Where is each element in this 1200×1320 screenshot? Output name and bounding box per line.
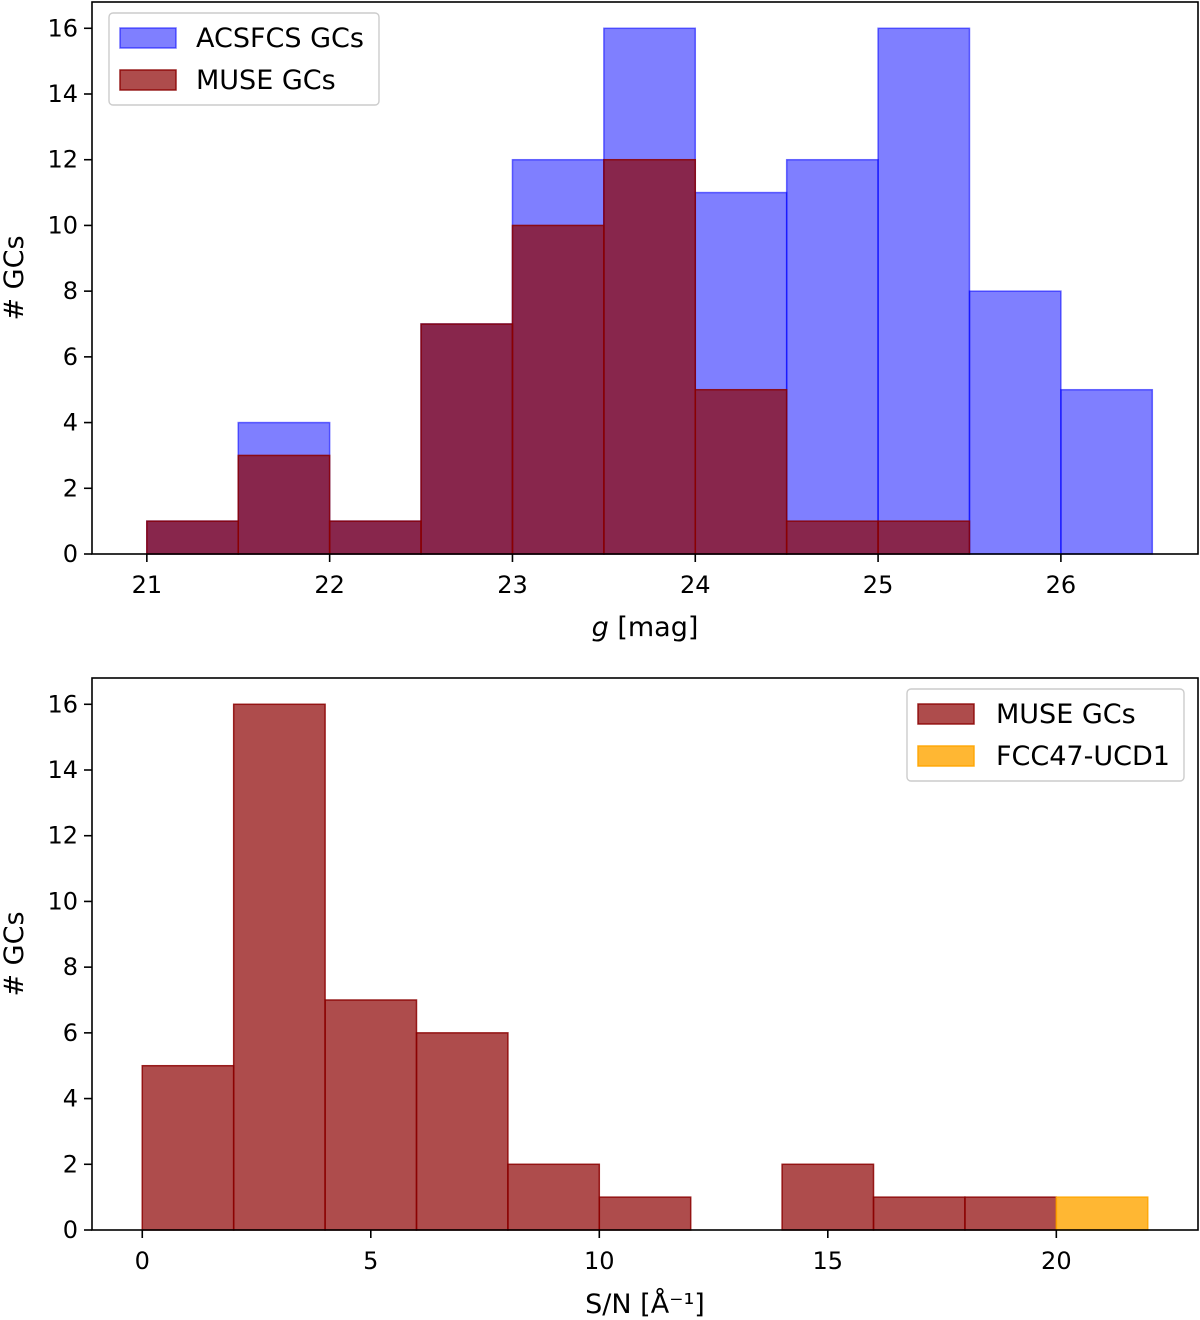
- sn-x-tick-label-0: 0: [135, 1247, 150, 1275]
- sn-legend-label-muse: MUSE GCs: [996, 699, 1136, 730]
- mag-x-axis-label: g [mag]: [592, 612, 699, 643]
- sn-y-tick-label-5: 10: [47, 887, 78, 915]
- sn-x-tick-label-3: 15: [813, 1247, 844, 1275]
- sn-bar-muse-gcs-3: [415, 1032, 509, 1231]
- mag-bar-muse-gcs-8: [877, 520, 971, 555]
- mag-y-tick-label-2: 4: [63, 409, 78, 437]
- mag-bar-acsfcs-gcs-8: [877, 27, 971, 555]
- sn-legend: MUSE GCs FCC47-UCD1: [906, 688, 1185, 782]
- mag-legend: ACSFCS GCs MUSE GCs: [108, 12, 380, 106]
- mag-x-tick-label-5: 26: [1046, 571, 1077, 599]
- sn-x-tick-label-4: 20: [1041, 1247, 1072, 1275]
- mag-legend-swatch-muse: [119, 69, 177, 91]
- mag-y-tick-label-5: 10: [47, 211, 78, 239]
- sn-y-ticks: 0 2 4 6 8 10 12 14 16: [47, 690, 92, 1244]
- mag-bar-muse-gcs-5: [603, 158, 697, 555]
- sn-x-tick-label-1: 5: [363, 1247, 378, 1275]
- sn-x-tick-label-2: 10: [584, 1247, 615, 1275]
- mag-bar-muse-gcs-0: [146, 520, 239, 555]
- sn-bar-muse-gcs-0: [141, 1064, 235, 1231]
- mag-y-tick-label-6: 12: [47, 146, 78, 174]
- mag-bars: [146, 27, 1154, 555]
- sn-x-axis-label: S/N [Å⁻¹]: [585, 1288, 705, 1320]
- mag-axes-frame: [91, 1, 1199, 555]
- sn-bar-muse-gcs-2: [324, 999, 418, 1231]
- sn-legend-swatch-fcc47: [917, 745, 975, 767]
- sn-y-tick-label-1: 2: [63, 1150, 78, 1178]
- mag-bar-muse-gcs-2: [328, 520, 422, 555]
- sn-y-axis-label: # GCs: [0, 911, 30, 996]
- mag-y-tick-label-0: 0: [63, 540, 78, 568]
- mag-bar-acsfcs-gcs-7: [785, 158, 879, 555]
- sn-y-tick-label-0: 0: [63, 1216, 78, 1244]
- sn-y-tick-label-4: 8: [63, 953, 78, 981]
- mag-x-tick-label-1: 22: [314, 571, 345, 599]
- mag-bar-muse-gcs-1: [237, 454, 331, 555]
- mag-bar-acsfcs-gcs-10: [1060, 388, 1154, 555]
- sn-bar-muse-gcs-1: [232, 703, 326, 1231]
- mag-x-tick-label-3: 24: [680, 571, 711, 599]
- mag-bar-muse-gcs-4: [511, 224, 605, 555]
- mag-y-axis-label: # GCs: [0, 235, 30, 320]
- mag-x-tick-label-0: 21: [132, 571, 163, 599]
- sn-legend-swatch-muse: [917, 703, 975, 725]
- sn-bar-muse-gcs-8: [872, 1196, 966, 1231]
- sn-y-tick-label-8: 16: [47, 690, 78, 718]
- mag-legend-label-muse: MUSE GCs: [196, 65, 336, 96]
- sn-bar-muse-gcs-9: [964, 1196, 1058, 1231]
- sn-bars: [141, 703, 1149, 1231]
- sn-bar-fcc47-ucd1-10: [1055, 1196, 1149, 1231]
- mag-y-tick-label-1: 2: [63, 474, 78, 502]
- mag-y-tick-label-8: 16: [47, 14, 78, 42]
- mag-y-tick-label-3: 6: [63, 343, 78, 371]
- mag-bar-acsfcs-gcs-9: [968, 290, 1062, 555]
- panel-sn-histogram: 0 5 10 15 20 0 2 4 6 8 10 12 14 16 S/N [Å⁻¹] # GCs M…: [0, 677, 1199, 1320]
- mag-x-tick-label-2: 23: [497, 571, 528, 599]
- mag-bar-muse-gcs-6: [694, 388, 788, 555]
- sn-y-tick-label-2: 4: [63, 1085, 78, 1113]
- mag-y-tick-label-7: 14: [47, 80, 78, 108]
- mag-bar-muse-gcs-7: [785, 520, 879, 555]
- sn-bar-muse-gcs-5: [598, 1196, 692, 1231]
- mag-legend-label-acsfcs: ACSFCS GCs: [196, 23, 364, 54]
- sn-y-tick-label-6: 12: [47, 822, 78, 850]
- mag-x-tick-label-4: 25: [863, 571, 894, 599]
- sn-legend-box: [906, 688, 1185, 782]
- sn-legend-label-fcc47: FCC47-UCD1: [996, 741, 1170, 772]
- mag-y-ticks: 0 2 4 6 8 10 12 14 16: [47, 14, 92, 568]
- sn-bar-muse-gcs-4: [507, 1163, 601, 1231]
- mag-legend-swatch-acsfcs: [119, 27, 177, 49]
- sn-y-tick-label-3: 6: [63, 1019, 78, 1047]
- sn-axes-frame: [91, 677, 1199, 1231]
- mag-x-ticks: 21 22 23 24 25 26: [132, 554, 1077, 599]
- sn-x-ticks: 0 5 10 15 20: [135, 1230, 1072, 1275]
- mag-bar-muse-gcs-3: [420, 323, 514, 555]
- mag-y-tick-label-4: 8: [63, 277, 78, 305]
- sn-bar-muse-gcs-7: [781, 1163, 875, 1231]
- sn-y-tick-label-7: 14: [47, 756, 78, 784]
